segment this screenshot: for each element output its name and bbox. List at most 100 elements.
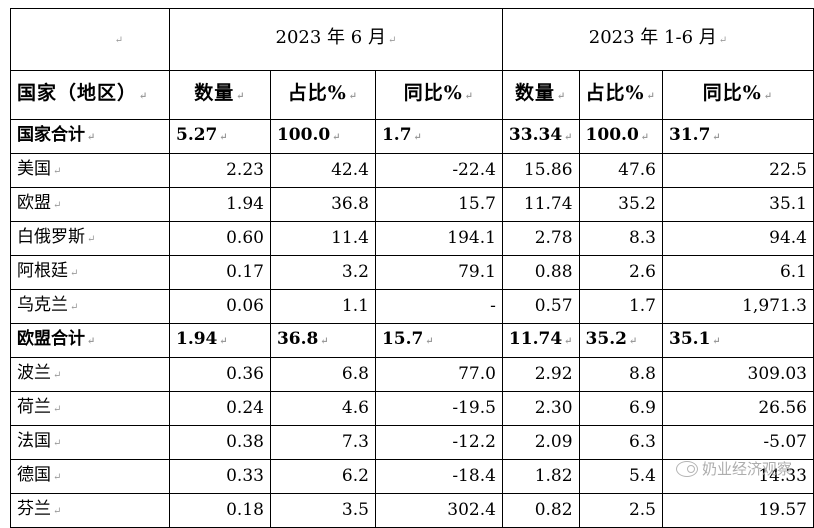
value-cell-h-yoy: 22.5 [662, 153, 814, 188]
value-cell-m-qty: 0.33 [168, 459, 271, 494]
value-cell-m-share: 6.2 [269, 459, 376, 494]
import-data-table: ↵ 2023 年 6 月 ↵ 2023 年 1-6 月 ↵ 国家（地区） ↵ 数量 ↵ … [10, 8, 814, 528]
value-cell-h-share: 2.5 [578, 493, 664, 528]
col-country-header: 国家（地区） ↵ [10, 70, 170, 120]
country-name-cell: 乌克兰 ↵ [10, 289, 170, 324]
value-cell-h-share: 6.9 [578, 391, 664, 426]
country-name-cell: 美国 ↵ [10, 153, 170, 188]
value-cell-h-share: 5.4 [578, 459, 664, 494]
value-cell-h-share: 35.2 ↵ [578, 323, 664, 358]
value-cell-h-qty: 0.57 [501, 289, 580, 324]
value-cell-h-yoy: 94.4 [662, 221, 814, 256]
wechat-icon [675, 460, 698, 477]
col-half-qty-header: 数量 ↵ [501, 70, 580, 120]
value-cell-m-yoy: -22.4 [374, 153, 503, 188]
value-cell-h-yoy: -5.07 [662, 425, 814, 460]
value-cell-m-yoy: 79.1 [374, 255, 503, 290]
value-cell-m-yoy: -12.2 [374, 425, 503, 460]
table-row: 欧盟合计 ↵ 1.94 ↵ 36.8 ↵ 15.7 ↵ 11.74 ↵ 35.2 ↵ 35.1 ↵ [10, 323, 814, 358]
value-cell-m-yoy: 302.4 [374, 493, 503, 528]
period-half-header: 2023 年 1-6 月 ↵ [501, 8, 814, 71]
value-cell-m-qty: 0.18 [168, 493, 271, 528]
country-name-cell: 法国 ↵ [10, 425, 170, 460]
value-cell-m-share: 36.8 ↵ [269, 323, 376, 358]
value-cell-m-share: 7.3 [269, 425, 376, 460]
value-cell-m-qty: 0.24 [168, 391, 271, 426]
value-cell-m-qty: 0.60 [168, 221, 271, 256]
value-cell-m-qty: 1.94 [168, 187, 271, 222]
value-cell-h-share: 8.3 [578, 221, 664, 256]
country-name-cell: 阿根廷 ↵ [10, 255, 170, 290]
col-month-share-header: 占比% ↵ [269, 70, 376, 120]
value-cell-h-qty: 2.30 [501, 391, 580, 426]
watermark: 奶业经济观察 [675, 458, 792, 479]
value-cell-h-share: 35.2 [578, 187, 664, 222]
value-cell-m-yoy: 77.0 [374, 357, 503, 392]
table-row: 国家合计 ↵ 5.27 ↵ 100.0 ↵ 1.7 ↵ 33.34 ↵ 100.0 ↵ 31.7 ↵ [10, 119, 814, 154]
table-row: 芬兰 ↵ 0.18 3.5 302.4 0.82 2.5 19.57 [10, 493, 814, 528]
col-month-qty-header: 数量 ↵ [168, 70, 271, 120]
value-cell-m-yoy: - [374, 289, 503, 324]
value-cell-m-share: 11.4 [269, 221, 376, 256]
header-row-period: ↵ 2023 年 6 月 ↵ 2023 年 1-6 月 ↵ [10, 8, 814, 71]
value-cell-m-qty: 2.23 [168, 153, 271, 188]
value-cell-h-yoy: 1,971.3 [662, 289, 814, 324]
value-cell-h-share: 6.3 [578, 425, 664, 460]
watermark-text: 奶业经济观察 [701, 460, 792, 478]
value-cell-m-yoy: -18.4 [374, 459, 503, 494]
table-row: 荷兰 ↵ 0.24 4.6 -19.5 2.30 6.9 26.56 [10, 391, 814, 426]
value-cell-h-share: 8.8 [578, 357, 664, 392]
country-name-cell: 国家合计 ↵ [10, 119, 170, 154]
table-row: 白俄罗斯 ↵ 0.60 11.4 194.1 2.78 8.3 94.4 [10, 221, 814, 256]
country-name-cell: 白俄罗斯 ↵ [10, 221, 170, 256]
value-cell-m-share: 36.8 [269, 187, 376, 222]
value-cell-m-qty: 0.06 [168, 289, 271, 324]
value-cell-h-yoy: 26.56 [662, 391, 814, 426]
value-cell-h-qty: 0.88 [501, 255, 580, 290]
table-row: 波兰 ↵ 0.36 6.8 77.0 2.92 8.8 309.03 [10, 357, 814, 392]
value-cell-m-qty: 0.38 [168, 425, 271, 460]
value-cell-m-share: 4.6 [269, 391, 376, 426]
value-cell-h-yoy: 35.1 [662, 187, 814, 222]
value-cell-h-qty: 15.86 [501, 153, 580, 188]
value-cell-h-share: 100.0 ↵ [578, 119, 664, 154]
value-cell-m-share: 100.0 ↵ [269, 119, 376, 154]
value-cell-h-yoy: 19.57 [662, 493, 814, 528]
table-row: 乌克兰 ↵ 0.06 1.1-0.57 1.7 1,971.3 [10, 289, 814, 324]
value-cell-m-share: 42.4 [269, 153, 376, 188]
value-cell-h-qty: 2.92 [501, 357, 580, 392]
country-name-cell: 芬兰 ↵ [10, 493, 170, 528]
value-cell-h-share: 1.7 [578, 289, 664, 324]
value-cell-m-share: 1.1 [269, 289, 376, 324]
value-cell-h-qty: 11.74 ↵ [501, 323, 580, 358]
value-cell-m-yoy: 1.7 ↵ [374, 119, 503, 154]
col-half-share-header: 占比% ↵ [578, 70, 664, 120]
col-half-yoy-header: 同比% ↵ [662, 70, 814, 120]
country-name-cell: 波兰 ↵ [10, 357, 170, 392]
col-month-yoy-header: 同比% ↵ [374, 70, 503, 120]
value-cell-h-share: 2.6 [578, 255, 664, 290]
value-cell-h-qty: 1.82 [501, 459, 580, 494]
country-name-cell: 欧盟合计 ↵ [10, 323, 170, 358]
value-cell-h-qty: 33.34 ↵ [501, 119, 580, 154]
value-cell-m-yoy: 15.7 [374, 187, 503, 222]
value-cell-h-qty: 0.82 [501, 493, 580, 528]
data-table-wrapper: ↵ 2023 年 6 月 ↵ 2023 年 1-6 月 ↵ 国家（地区） ↵ 数量 ↵ … [10, 8, 814, 528]
country-name-cell: 欧盟 ↵ [10, 187, 170, 222]
period-month-header: 2023 年 6 月 ↵ [168, 8, 503, 71]
value-cell-h-yoy: 309.03 [662, 357, 814, 392]
corner-cell: ↵ [10, 8, 170, 71]
value-cell-m-qty: 0.36 [168, 357, 271, 392]
value-cell-m-share: 3.2 [269, 255, 376, 290]
value-cell-h-yoy: 6.1 [662, 255, 814, 290]
table-row: 欧盟 ↵ 1.94 36.8 15.7 11.74 35.2 35.1 [10, 187, 814, 222]
value-cell-h-qty: 2.78 [501, 221, 580, 256]
value-cell-m-yoy: 15.7 ↵ [374, 323, 503, 358]
table-row: 美国 ↵ 2.23 42.4 -22.4 15.86 47.6 22.5 [10, 153, 814, 188]
value-cell-m-share: 3.5 [269, 493, 376, 528]
value-cell-m-qty: 1.94 ↵ [168, 323, 271, 358]
country-name-cell: 荷兰 ↵ [10, 391, 170, 426]
value-cell-h-share: 47.6 [578, 153, 664, 188]
country-name-cell: 德国 ↵ [10, 459, 170, 494]
value-cell-m-yoy: 194.1 [374, 221, 503, 256]
